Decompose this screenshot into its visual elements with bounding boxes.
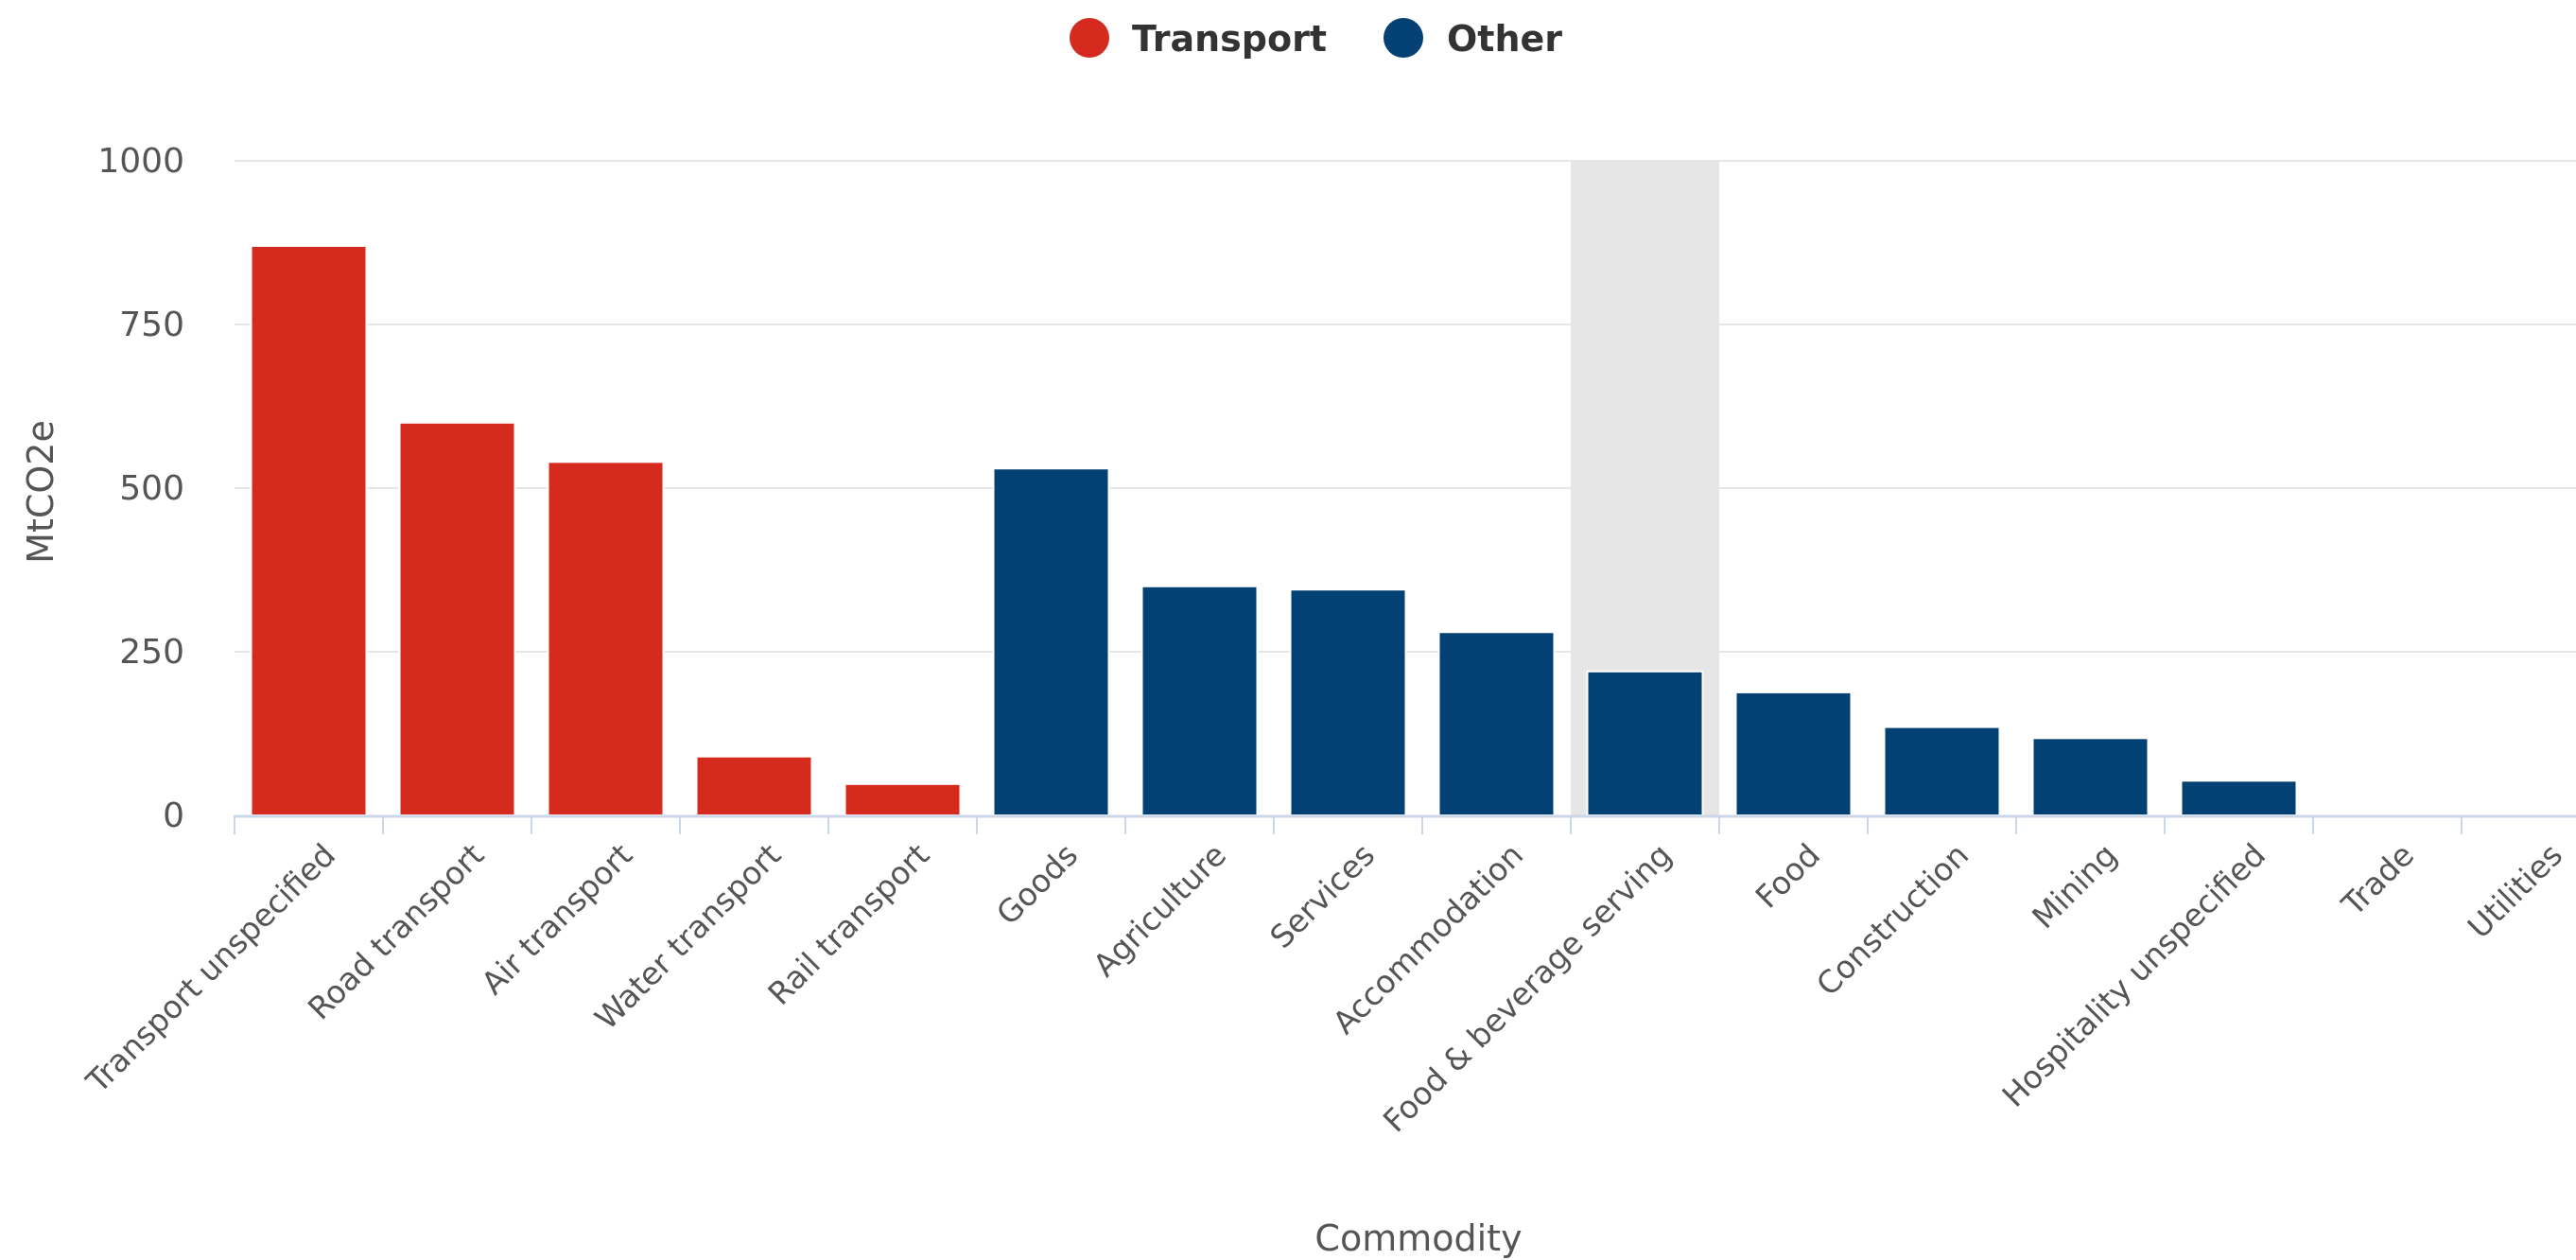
- x-tick-label: Hospitality unspecified: [1994, 836, 2272, 1114]
- bar-road-transport[interactable]: [398, 421, 516, 816]
- legend-label: Other: [1447, 18, 1562, 60]
- y-tick-label: 250: [119, 633, 184, 672]
- legend-item-transport[interactable]: Transport: [1070, 18, 1327, 60]
- bar-rail-transport[interactable]: [844, 782, 962, 816]
- x-tick-label: Trade: [2334, 836, 2421, 923]
- bar-food[interactable]: [1734, 691, 1853, 816]
- x-tick-label: Utilities: [2461, 836, 2569, 945]
- legend-item-other[interactable]: Other: [1384, 18, 1562, 60]
- bar-goods[interactable]: [992, 467, 1110, 816]
- x-tick-label: Food: [1749, 836, 1828, 916]
- bar-transport-unspecified[interactable]: [250, 244, 368, 816]
- bar-mining[interactable]: [2031, 737, 2150, 816]
- bar-air-transport[interactable]: [547, 461, 665, 816]
- legend[interactable]: Transport Other: [1070, 18, 1562, 60]
- x-tick-label: Construction: [1809, 836, 1976, 1003]
- y-tick-label: 750: [119, 306, 184, 344]
- bar-food-beverage-serving[interactable]: [1586, 670, 1704, 817]
- x-tick-label: Services: [1262, 836, 1382, 955]
- x-axis-title: Commodity: [1314, 1217, 1522, 1259]
- y-tick-label: 500: [119, 469, 184, 508]
- x-tick-label: Air transport: [474, 836, 639, 1002]
- bar-accommodation[interactable]: [1437, 631, 1556, 816]
- bar-construction[interactable]: [1883, 726, 2001, 817]
- x-tick-label: Mining: [2025, 836, 2124, 936]
- bars[interactable]: [250, 244, 2298, 817]
- y-axis: 0 250 500 750 1000: [97, 142, 184, 835]
- bar-services[interactable]: [1289, 588, 1407, 817]
- legend-marker: [1384, 18, 1423, 58]
- legend-marker: [1070, 18, 1109, 58]
- x-tick-label: Transport unspecified: [78, 836, 342, 1100]
- y-tick-label: 1000: [97, 142, 184, 181]
- x-tick-label: Agriculture: [1086, 836, 1233, 984]
- x-tick-label: Goods: [989, 836, 1085, 932]
- legend-label: Transport: [1132, 18, 1327, 60]
- x-tick-label: Food & beverage serving: [1376, 836, 1679, 1139]
- y-tick-label: 0: [163, 796, 184, 835]
- bar-hospitality-unspecified[interactable]: [2180, 779, 2298, 816]
- bar-agriculture[interactable]: [1140, 585, 1259, 816]
- bar-water-transport[interactable]: [695, 755, 813, 816]
- y-axis-title: MtCO2e: [20, 420, 61, 564]
